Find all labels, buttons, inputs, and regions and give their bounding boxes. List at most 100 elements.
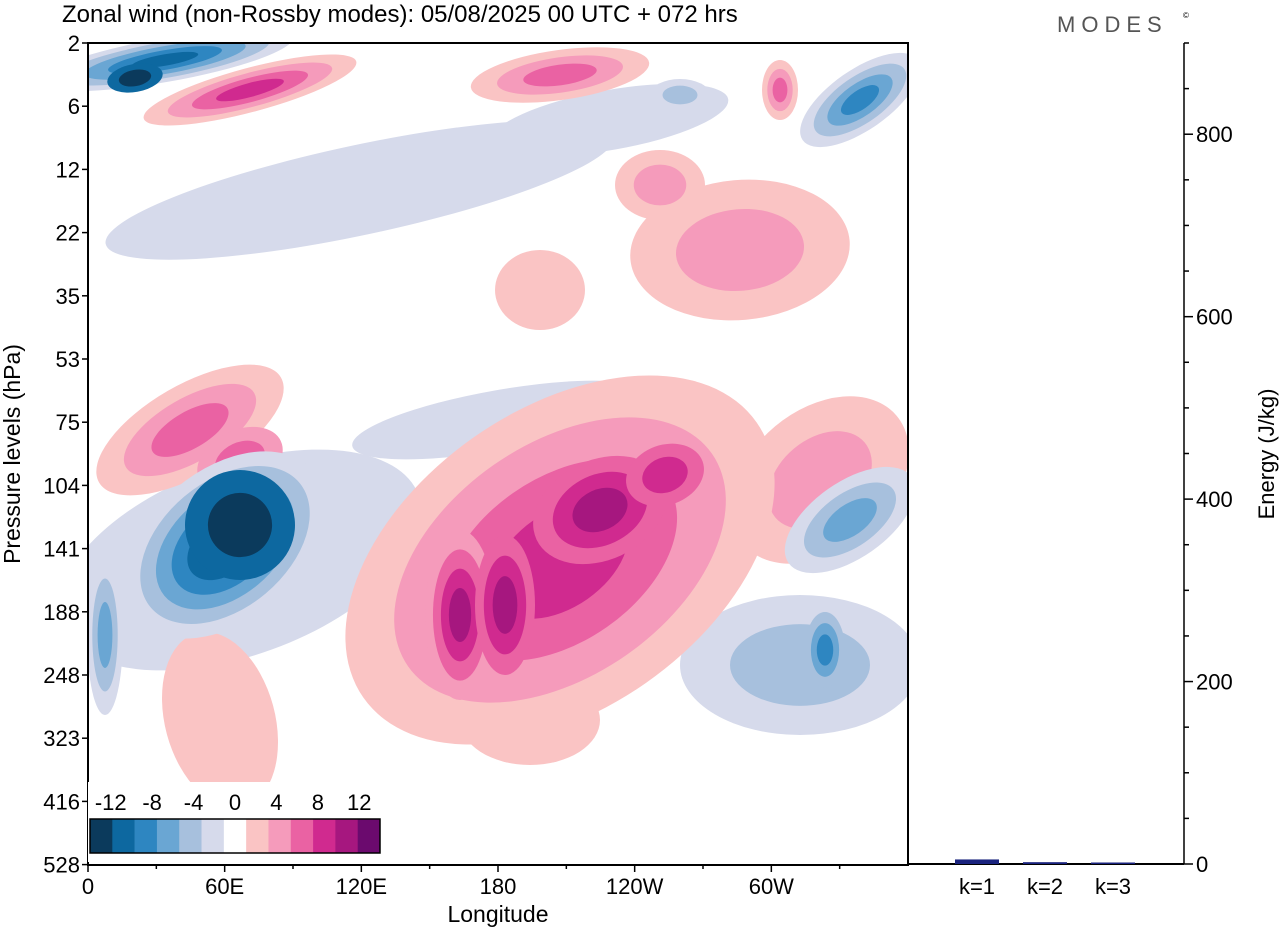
energy-panel: k=1 k=2 k=3 0 200 400 600 800 Energy (J/kg) xyxy=(907,42,1279,899)
colorbar-swatch xyxy=(290,819,314,853)
colorbar-labels: -12 -8 -4 0 4 8 12 xyxy=(95,790,372,815)
contour-level xyxy=(118,69,152,87)
easterly-strip-left xyxy=(88,555,123,715)
colorbar-swatch xyxy=(335,819,358,853)
weak-easterly-band-upper xyxy=(105,120,615,260)
westerly-patch-lower-left xyxy=(161,631,279,809)
y-axis: 2 6 12 22 35 53 75 104 141 188 248 323 416 528 xyxy=(43,31,88,878)
colorbar-swatch xyxy=(90,819,113,853)
contour-level xyxy=(97,602,113,668)
contour-level xyxy=(105,120,615,260)
colorbar: -12 -8 -4 0 4 8 12 xyxy=(88,782,388,862)
y-tick-label: 104 xyxy=(43,473,80,498)
easterly-jet-top-core xyxy=(107,63,163,93)
y-tick-label: 6 xyxy=(68,94,80,119)
contour-level xyxy=(823,498,877,542)
contour-level xyxy=(161,631,279,809)
y-tick-label: 53 xyxy=(56,347,80,372)
colorbar-label: 0 xyxy=(229,790,241,815)
y-tick-label: 2 xyxy=(68,31,80,56)
colorbar-swatch xyxy=(313,819,336,853)
energy-bars: k=1 k=2 k=3 xyxy=(955,859,1135,899)
x-tick-label: 0 xyxy=(82,874,94,899)
westerly-core-175e xyxy=(475,535,535,675)
colorbar-label: -12 xyxy=(95,790,127,815)
contour-level xyxy=(730,624,870,706)
y-tick-label: 141 xyxy=(43,537,80,562)
westerly-patch-mid xyxy=(495,250,585,330)
y-tick-label: 12 xyxy=(56,157,80,182)
energy-axis-label: Energy (J/kg) xyxy=(1254,389,1279,520)
colorbar-swatch xyxy=(156,819,180,853)
x-tick-label: 120W xyxy=(606,874,664,899)
energy-bar xyxy=(955,859,999,864)
energy-bar xyxy=(1091,862,1135,864)
colorbar-swatch xyxy=(179,819,202,853)
modes-logo: MODES © xyxy=(1057,11,1189,37)
y-tick-label: 22 xyxy=(56,221,80,246)
x-axis: 0 60E 120E 180 120W 60W xyxy=(82,865,841,899)
easterly-jet-top-right xyxy=(800,52,908,148)
y-tick-label: 75 xyxy=(56,410,80,435)
westerly-core-160e xyxy=(425,530,495,700)
x-axis-label: Longitude xyxy=(447,901,548,927)
easterly-patch-right xyxy=(784,466,908,574)
westerly-core-120w xyxy=(626,443,704,507)
easterly-patch-top xyxy=(650,79,710,111)
contour-level xyxy=(772,77,788,103)
colorbar-label: 8 xyxy=(312,790,324,815)
energy-tick-label: 600 xyxy=(1196,305,1233,330)
contour-level xyxy=(642,456,688,494)
heatmap-panel: 0 60E 120E 180 120W 60W 2 6 12 22 35 53 75 104 141 188… xyxy=(43,31,909,899)
energy-tick-label: 800 xyxy=(1196,122,1233,147)
colorbar-label: -8 xyxy=(142,790,162,815)
colorbar-swatches xyxy=(89,818,381,854)
colorbar-swatch xyxy=(201,819,225,853)
colorbar-swatch xyxy=(246,819,269,853)
contour-level xyxy=(675,208,805,292)
energy-axis: 0 200 400 600 800 xyxy=(1183,42,1233,877)
y-tick-label: 248 xyxy=(43,663,80,688)
energy-bar xyxy=(1023,862,1067,864)
energy-tick-label: 0 xyxy=(1196,852,1208,877)
energy-tick-label: 200 xyxy=(1196,670,1233,695)
contour-level xyxy=(840,85,880,115)
chart-title: Zonal wind (non-Rossby modes): 05/08/202… xyxy=(62,1,738,28)
contour-level xyxy=(572,487,628,533)
contour-level xyxy=(633,164,687,206)
westerly-patch-upper-right xyxy=(630,179,850,321)
y-tick-label: 188 xyxy=(43,600,80,625)
contour-level xyxy=(523,63,597,87)
colorbar-swatch xyxy=(223,819,247,853)
contour-level xyxy=(151,403,229,457)
westerly-patch-top-mid xyxy=(470,47,650,103)
colorbar-frame xyxy=(89,818,381,854)
modes-logo-mark: © xyxy=(1183,11,1189,20)
x-tick-label: 60E xyxy=(205,874,244,899)
westerly-patch-upper xyxy=(615,150,705,220)
y-axis-label: Pressure levels (hPa) xyxy=(0,344,25,564)
contour-level xyxy=(216,78,284,102)
colorbar-swatch xyxy=(112,819,135,853)
colorbar-swatch xyxy=(134,819,158,853)
modes-logo-text: MODES xyxy=(1057,12,1168,37)
y-tick-label: 528 xyxy=(43,853,80,878)
colorbar-swatch xyxy=(268,819,292,853)
contour-level xyxy=(816,634,834,666)
easterly-core-lower-right xyxy=(805,612,845,688)
easterly-core-inner xyxy=(185,470,295,580)
colorbar-swatch xyxy=(357,819,381,853)
contour-level xyxy=(662,85,698,105)
x-tick-label: 180 xyxy=(480,874,517,899)
y-tick-label: 323 xyxy=(43,726,80,751)
energy-category-label: k=1 xyxy=(959,874,995,899)
westerly-jet-top xyxy=(143,54,357,126)
heatmap-contours xyxy=(88,43,908,809)
colorbar-label: 4 xyxy=(270,790,282,815)
y-tick-label: 35 xyxy=(56,284,80,309)
energy-tick-label: 400 xyxy=(1196,487,1233,512)
energy-category-label: k=3 xyxy=(1095,874,1131,899)
contour-level xyxy=(495,250,585,330)
energy-category-label: k=2 xyxy=(1027,874,1063,899)
contour-level xyxy=(207,492,273,558)
